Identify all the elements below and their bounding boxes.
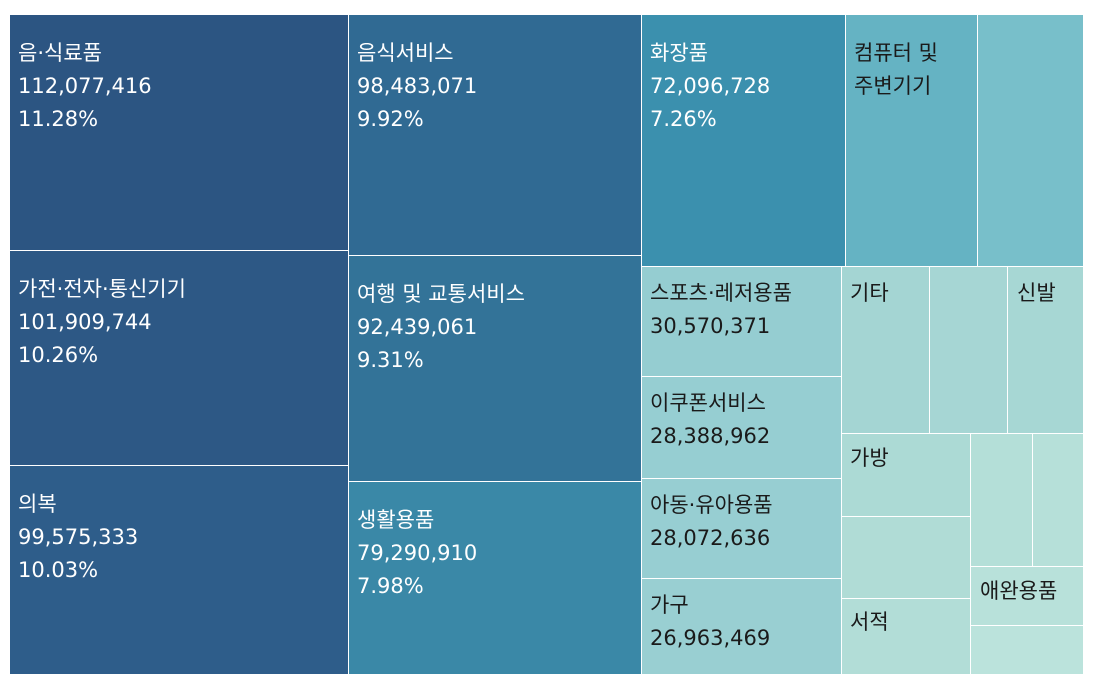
tile-value: 30,570,371 <box>650 314 771 338</box>
tile-label-group: 의복 99,575,333 10.03% <box>18 488 138 587</box>
tile-label-group: 신발 <box>1017 277 1056 310</box>
tile-label-group: 여행 및 교통서비스 92,439,061 9.31% <box>357 278 525 377</box>
tile-share: 9.31% <box>357 348 424 372</box>
tile-name: 음·식료품 <box>18 41 102 65</box>
tile-name: 서적 <box>850 610 889 634</box>
tile-value: 26,963,469 <box>650 626 771 650</box>
tile-label-group: 가구 26,963,469 <box>650 589 770 655</box>
tile-label-group: 가방 <box>850 442 889 475</box>
treemap-tile[interactable]: 애완용품 <box>971 567 1084 626</box>
treemap-tile[interactable]: 가구 26,963,469 <box>642 579 842 675</box>
treemap-tile[interactable]: 이쿠폰서비스 28,388,962 <box>642 377 842 479</box>
tile-label-group: 생활용품 79,290,910 7.98% <box>357 504 477 603</box>
tile-label-group: 화장품 72,096,728 7.26% <box>650 37 770 136</box>
tile-label-group: 서적 <box>850 606 889 639</box>
treemap-tile[interactable]: 음·식료품 112,077,416 11.28% <box>10 15 349 251</box>
tile-label-group: 아동·유아용품 28,072,636 <box>650 489 773 555</box>
treemap-tile[interactable] <box>971 626 1084 675</box>
tile-label-group: 음식서비스 98,483,071 9.92% <box>357 37 477 136</box>
tile-share: 9.92% <box>357 107 424 131</box>
treemap-tile[interactable]: 가방 <box>842 434 971 517</box>
tile-label-group: 애완용품 <box>980 575 1057 608</box>
tile-value: 79,290,910 <box>357 541 478 565</box>
treemap-tile[interactable]: 신발 <box>1008 267 1084 434</box>
tile-value: 72,096,728 <box>650 74 771 98</box>
tile-label-group: 이쿠폰서비스 28,388,962 <box>650 387 770 453</box>
tile-name: 기타 <box>850 281 889 305</box>
treemap-tile[interactable]: 아동·유아용품 28,072,636 <box>642 479 842 579</box>
tile-name: 애완용품 <box>980 579 1058 603</box>
tile-label-group: 가전·전자·통신기기 101,909,744 10.26% <box>18 273 186 372</box>
tile-value: 28,072,636 <box>650 526 771 550</box>
treemap-tile[interactable] <box>842 517 971 599</box>
tile-share: 11.28% <box>18 107 99 131</box>
treemap-tile[interactable]: 여행 및 교통서비스 92,439,061 9.31% <box>349 256 642 482</box>
treemap-tile[interactable] <box>1033 434 1084 567</box>
tile-value: 101,909,744 <box>18 310 152 334</box>
tile-value: 28,388,962 <box>650 424 771 448</box>
treemap-tile[interactable]: 기타 <box>842 267 930 434</box>
tile-label-group: 기타 <box>850 277 889 310</box>
treemap-tile[interactable]: 생활용품 79,290,910 7.98% <box>349 482 642 675</box>
treemap-tile[interactable]: 의복 99,575,333 10.03% <box>10 466 349 675</box>
tile-name: 여행 및 교통서비스 <box>357 282 525 306</box>
tile-label-group: 스포츠·레저용품 30,570,371 <box>650 277 792 343</box>
treemap-tile[interactable]: 서적 <box>842 599 971 675</box>
tile-name: 가방 <box>850 446 889 470</box>
tile-name: 의복 <box>18 492 57 516</box>
tile-value: 112,077,416 <box>18 74 152 98</box>
treemap-tile[interactable] <box>971 434 1033 567</box>
tile-value: 98,483,071 <box>357 74 478 98</box>
tile-name-line2: 주변기기 <box>854 74 932 98</box>
tile-name: 가전·전자·통신기기 <box>18 277 186 301</box>
tile-name: 가구 <box>650 593 689 617</box>
tile-name: 이쿠폰서비스 <box>650 391 766 415</box>
tile-share: 10.26% <box>18 343 99 367</box>
tile-name: 생활용품 <box>357 508 435 532</box>
treemap-tile[interactable]: 가전·전자·통신기기 101,909,744 10.26% <box>10 251 349 466</box>
tile-name: 컴퓨터 및 <box>854 41 938 65</box>
tile-name: 음식서비스 <box>357 41 454 65</box>
tile-name: 화장품 <box>650 41 708 65</box>
tile-value: 92,439,061 <box>357 315 478 339</box>
tile-label-group: 음·식료품 112,077,416 11.28% <box>18 37 152 136</box>
tile-share: 10.03% <box>18 558 99 582</box>
tile-share: 7.26% <box>650 107 717 131</box>
tile-name: 스포츠·레저용품 <box>650 281 792 305</box>
treemap-tile[interactable] <box>930 267 1008 434</box>
treemap-tile[interactable]: 스포츠·레저용품 30,570,371 <box>642 267 842 377</box>
tile-name: 신발 <box>1017 281 1056 305</box>
tile-name: 아동·유아용품 <box>650 493 773 517</box>
tile-value: 99,575,333 <box>18 525 139 549</box>
treemap-tile[interactable] <box>978 15 1084 267</box>
tile-share: 7.98% <box>357 574 424 598</box>
treemap-tile[interactable]: 음식서비스 98,483,071 9.92% <box>349 15 642 256</box>
treemap-tile[interactable]: 화장품 72,096,728 7.26% <box>642 15 846 267</box>
